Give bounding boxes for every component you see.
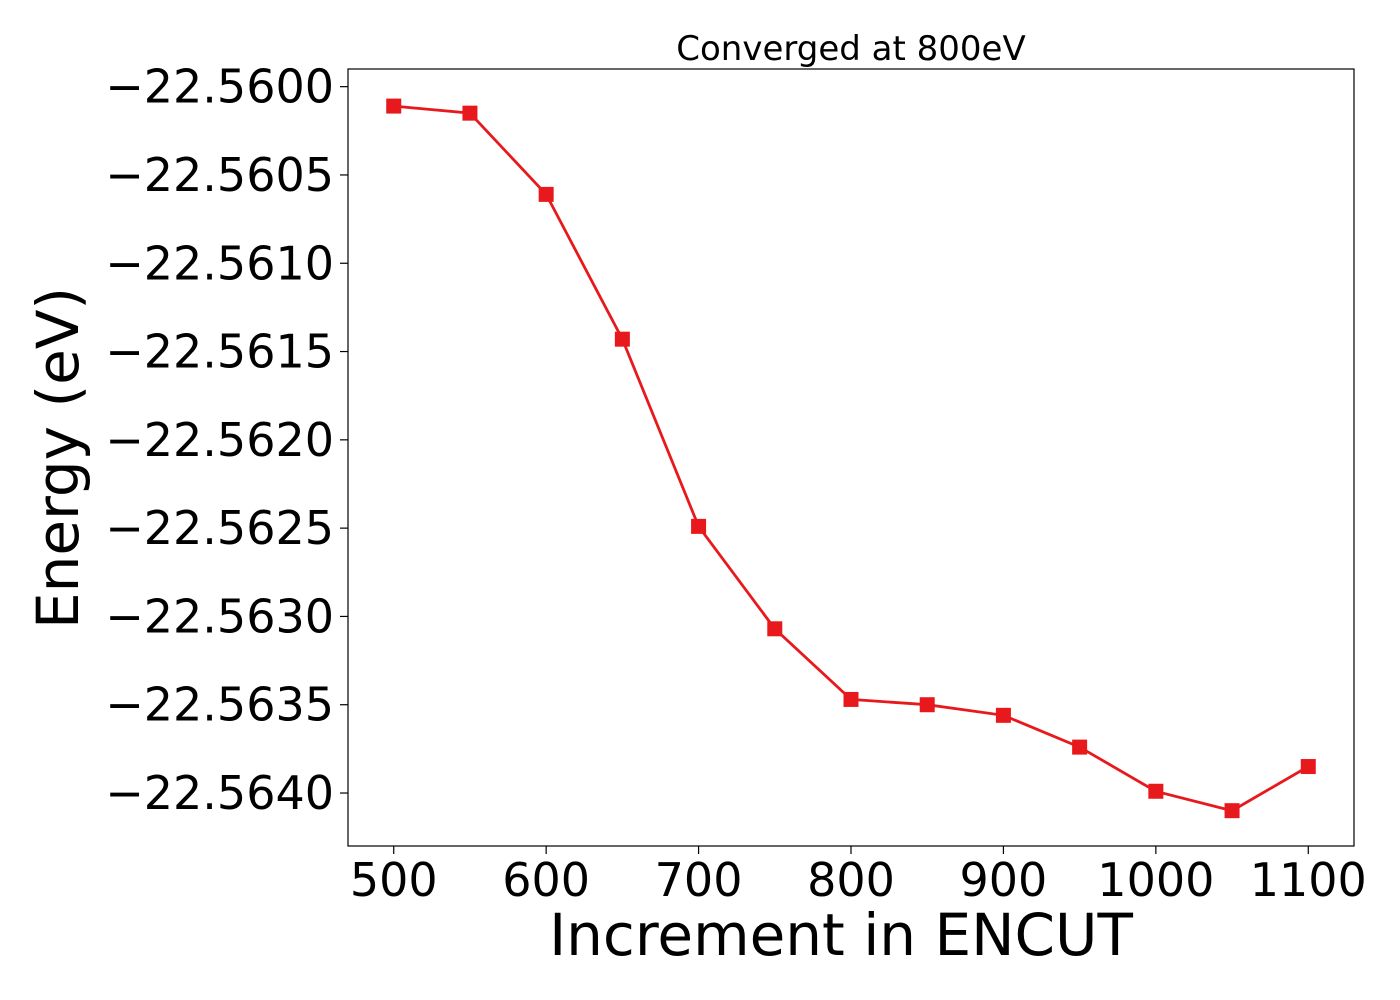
y-tick-label: −22.5620 bbox=[105, 413, 334, 467]
series-markers bbox=[386, 98, 1316, 819]
data-point-marker bbox=[1072, 739, 1088, 755]
y-tick-label: −22.5615 bbox=[105, 325, 334, 379]
data-point-marker bbox=[691, 518, 707, 534]
y-tick-label: −22.5630 bbox=[105, 589, 334, 643]
data-point-marker bbox=[1148, 783, 1164, 799]
y-tick-label: −22.5625 bbox=[105, 501, 334, 555]
y-axis-label: Energy (eV) bbox=[24, 287, 92, 629]
data-point-marker bbox=[767, 621, 783, 637]
y-tick-label: −22.5635 bbox=[105, 678, 334, 732]
data-point-marker bbox=[1300, 759, 1316, 775]
y-axis: −22.5600 −22.5605 −22.5610 −22.5615 −22.5620… bbox=[105, 60, 348, 820]
x-axis-label: Increment in ENCUT bbox=[549, 901, 1133, 969]
plot-area bbox=[347, 68, 1355, 847]
data-point-marker bbox=[843, 691, 859, 707]
data-point-marker bbox=[386, 98, 402, 114]
y-tick-label: −22.5600 bbox=[105, 60, 334, 114]
x-tick-label: 800 bbox=[807, 853, 895, 907]
data-point-marker bbox=[1224, 803, 1240, 819]
data-point-marker bbox=[538, 186, 554, 202]
x-tick-label: 1100 bbox=[1250, 853, 1367, 907]
data-point-marker bbox=[614, 331, 630, 347]
y-tick-label: −22.5605 bbox=[105, 148, 334, 202]
x-tick-label: 700 bbox=[655, 853, 743, 907]
x-tick-label: 900 bbox=[960, 853, 1048, 907]
x-axis: 500 600 700 800 900 1000 1100 bbox=[350, 846, 1367, 907]
data-point-marker bbox=[919, 697, 935, 713]
chart-title: Converged at 800eV bbox=[676, 29, 1025, 69]
plot-frame bbox=[347, 68, 1355, 847]
x-tick-label: 600 bbox=[502, 853, 590, 907]
y-tick-label: −22.5610 bbox=[105, 236, 334, 290]
x-tick-label: 1000 bbox=[1097, 853, 1214, 907]
data-point-marker bbox=[462, 105, 478, 121]
y-tick-label: −22.5640 bbox=[105, 766, 334, 820]
x-tick-label: 500 bbox=[350, 853, 438, 907]
data-point-marker bbox=[995, 707, 1011, 723]
